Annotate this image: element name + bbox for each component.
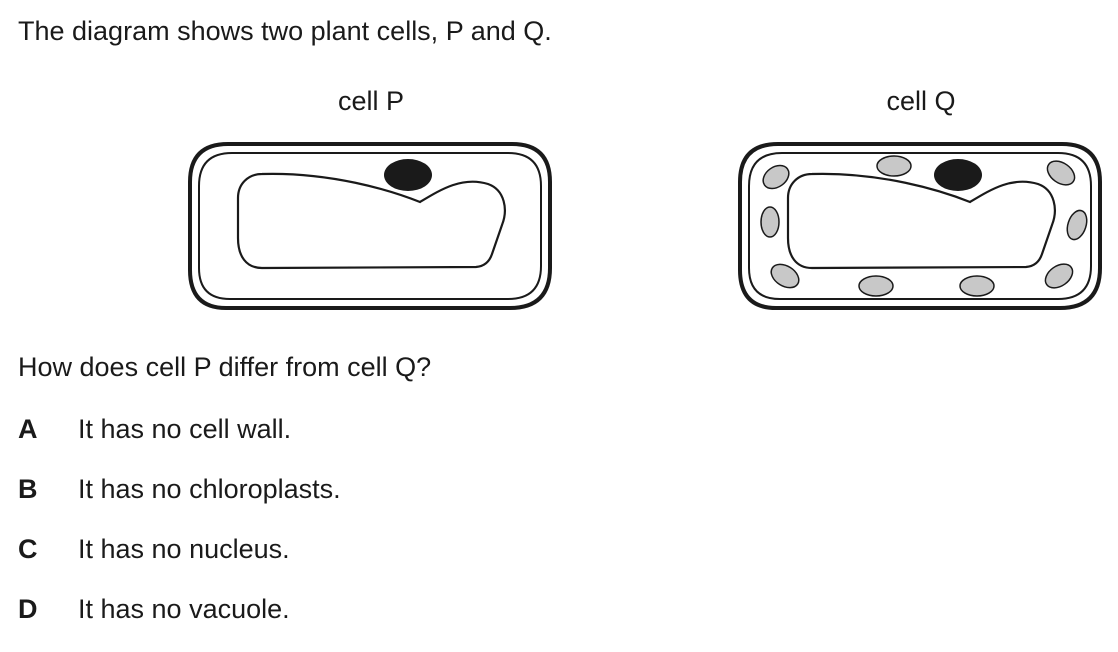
option-text: It has no vacuole. (78, 594, 290, 624)
chloroplast (770, 263, 800, 289)
cell-p-vacuole (236, 172, 506, 270)
chloroplast (1044, 263, 1074, 289)
option-b[interactable]: B It has no chloroplasts. (18, 472, 341, 532)
cell-q-chloroplasts (760, 155, 1088, 297)
cell-q-label: cell Q (886, 86, 956, 116)
option-letter: A (18, 414, 38, 444)
cell-q-cell-wall (738, 142, 1102, 310)
option-text: It has no cell wall. (78, 414, 292, 444)
chloroplast (1046, 160, 1076, 186)
chloroplast (959, 275, 995, 297)
option-c[interactable]: C It has no nucleus. (18, 532, 341, 592)
cell-q (738, 142, 1102, 310)
option-a[interactable]: A It has no cell wall. (18, 412, 341, 472)
option-letter: B (18, 474, 38, 504)
cell-q-membrane (748, 152, 1092, 300)
cell-q-nucleus (934, 159, 982, 191)
intro-text: The diagram shows two plant cells, P and… (18, 16, 552, 46)
option-letter: D (18, 594, 38, 624)
question-text: How does cell P differ from cell Q? (18, 352, 432, 382)
option-text: It has no chloroplasts. (78, 474, 341, 504)
option-letter: C (18, 534, 38, 564)
cell-p-label: cell P (337, 86, 405, 116)
chloroplast (1066, 209, 1088, 241)
cell-p-cell-wall (188, 142, 552, 310)
cell-p-membrane (198, 152, 542, 300)
chloroplast (762, 164, 790, 190)
chloroplast (858, 275, 894, 297)
option-d[interactable]: D It has no vacuole. (18, 592, 341, 652)
chloroplast (760, 206, 780, 238)
chloroplast (876, 155, 912, 177)
cell-p-nucleus (384, 159, 432, 191)
option-text: It has no nucleus. (78, 534, 290, 564)
cell-p (188, 142, 552, 310)
answer-options: A It has no cell wall. B It has no chlor… (18, 412, 341, 652)
plant-cells-diagram (188, 142, 1102, 310)
cell-q-vacuole (786, 172, 1056, 270)
